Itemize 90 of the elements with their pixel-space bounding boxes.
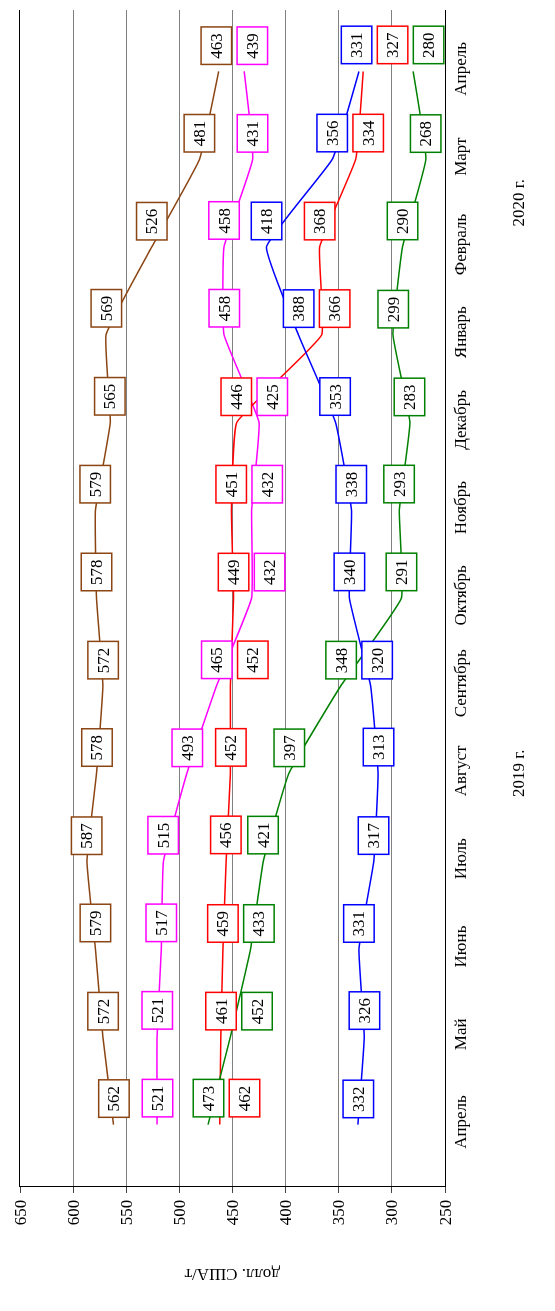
data-label: 462 bbox=[234, 1085, 254, 1112]
data-label: 397 bbox=[279, 734, 299, 761]
data-label: 456 bbox=[216, 822, 236, 848]
y-tick-label: Октябрь bbox=[451, 565, 471, 626]
data-label: 313 bbox=[369, 734, 389, 761]
y-tick-label: Июль bbox=[451, 838, 471, 880]
data-label: 493 bbox=[177, 735, 197, 761]
x-tick-label: 600 bbox=[63, 1199, 83, 1226]
data-label: 290 bbox=[393, 208, 413, 234]
data-label: 459 bbox=[213, 910, 233, 937]
data-label: 283 bbox=[399, 384, 419, 410]
data-label: 521 bbox=[147, 1085, 167, 1112]
data-label: 291 bbox=[391, 559, 411, 585]
x-tick-label: 350 bbox=[329, 1199, 349, 1226]
data-label: 481 bbox=[189, 120, 209, 147]
data-label: 432 bbox=[257, 471, 277, 498]
y-tick-label: Сентябрь bbox=[451, 648, 471, 718]
data-label: 517 bbox=[151, 909, 171, 936]
data-label: 521 bbox=[147, 997, 167, 1024]
data-label: 338 bbox=[341, 471, 361, 498]
data-label: 299 bbox=[383, 296, 403, 323]
data-label: 452 bbox=[221, 734, 241, 761]
data-label: 293 bbox=[389, 471, 409, 498]
data-label: 579 bbox=[85, 471, 105, 498]
data-label: 331 bbox=[347, 32, 367, 58]
data-label: 388 bbox=[289, 296, 309, 322]
y-tick-label: Апрель bbox=[451, 1094, 471, 1149]
y-tick-label: Май bbox=[451, 1018, 471, 1051]
data-label: 461 bbox=[211, 998, 231, 1025]
data-label: 526 bbox=[142, 208, 162, 235]
x-tick-label: 500 bbox=[169, 1199, 189, 1226]
x-tick-label: 650 bbox=[10, 1199, 30, 1226]
data-label: 348 bbox=[331, 647, 351, 674]
data-label: 332 bbox=[348, 1086, 368, 1112]
data-label: 425 bbox=[262, 384, 282, 410]
data-label: 578 bbox=[87, 735, 107, 761]
data-label: 458 bbox=[214, 295, 234, 322]
data-label: 452 bbox=[243, 647, 263, 673]
y-tick-label: Март bbox=[451, 136, 471, 176]
data-label: 451 bbox=[221, 471, 241, 498]
data-label: 433 bbox=[249, 910, 269, 937]
data-label: 463 bbox=[206, 33, 226, 59]
text: 2019 г. bbox=[508, 749, 528, 798]
y-tick-label: Апрель bbox=[451, 41, 471, 96]
data-label: 334 bbox=[358, 120, 378, 147]
x-tick-label: 300 bbox=[382, 1199, 402, 1226]
data-label: 587 bbox=[77, 822, 97, 849]
x-axis-title: долл. США/т bbox=[184, 1265, 280, 1284]
data-label: 572 bbox=[93, 998, 113, 1025]
data-label: 515 bbox=[153, 822, 173, 849]
y-tick-label: Февраль bbox=[451, 213, 471, 276]
data-label: 327 bbox=[383, 31, 403, 58]
data-label: 439 bbox=[242, 33, 262, 59]
data-label: 565 bbox=[100, 383, 120, 410]
data-label: 421 bbox=[253, 822, 273, 849]
data-label: 432 bbox=[260, 559, 280, 586]
data-label: 465 bbox=[207, 647, 227, 673]
y-tick-label: Август bbox=[451, 745, 471, 797]
data-label: 331 bbox=[349, 910, 369, 937]
data-label: 579 bbox=[85, 910, 105, 936]
data-label: 578 bbox=[87, 559, 106, 585]
data-label: 449 bbox=[224, 559, 244, 586]
x-tick-label: 550 bbox=[116, 1199, 136, 1226]
text: 2020 г. bbox=[509, 179, 529, 227]
y-tick-label: Декабрь bbox=[451, 389, 471, 450]
data-label: 340 bbox=[339, 559, 359, 585]
data-label: 572 bbox=[93, 647, 113, 674]
data-label: 458 bbox=[214, 207, 234, 234]
data-label: 562 bbox=[104, 1086, 124, 1112]
data-label: 317 bbox=[364, 822, 384, 849]
data-label: 353 bbox=[325, 384, 345, 410]
y-tick-label: Ноябрь bbox=[451, 480, 471, 535]
x-tick-label: 400 bbox=[276, 1199, 296, 1226]
x-tick-label: 250 bbox=[435, 1199, 455, 1226]
data-label: 446 bbox=[226, 384, 246, 410]
data-label: 452 bbox=[247, 998, 267, 1025]
data-label: 326 bbox=[354, 998, 374, 1024]
data-label: 368 bbox=[310, 208, 330, 235]
data-label: 366 bbox=[325, 296, 345, 322]
y-tick-label: Январь bbox=[451, 305, 471, 359]
x-tick-label: 450 bbox=[223, 1199, 243, 1226]
data-label: 268 bbox=[416, 121, 436, 147]
y-tick-label: Июнь bbox=[451, 925, 471, 968]
data-label: 431 bbox=[243, 120, 262, 147]
data-label: 569 bbox=[96, 295, 116, 322]
data-label: 280 bbox=[419, 32, 439, 58]
data-label: 418 bbox=[257, 208, 277, 234]
data-label: 356 bbox=[322, 120, 342, 147]
data-label: 320 bbox=[367, 647, 387, 674]
data-label: 473 bbox=[198, 1085, 218, 1112]
